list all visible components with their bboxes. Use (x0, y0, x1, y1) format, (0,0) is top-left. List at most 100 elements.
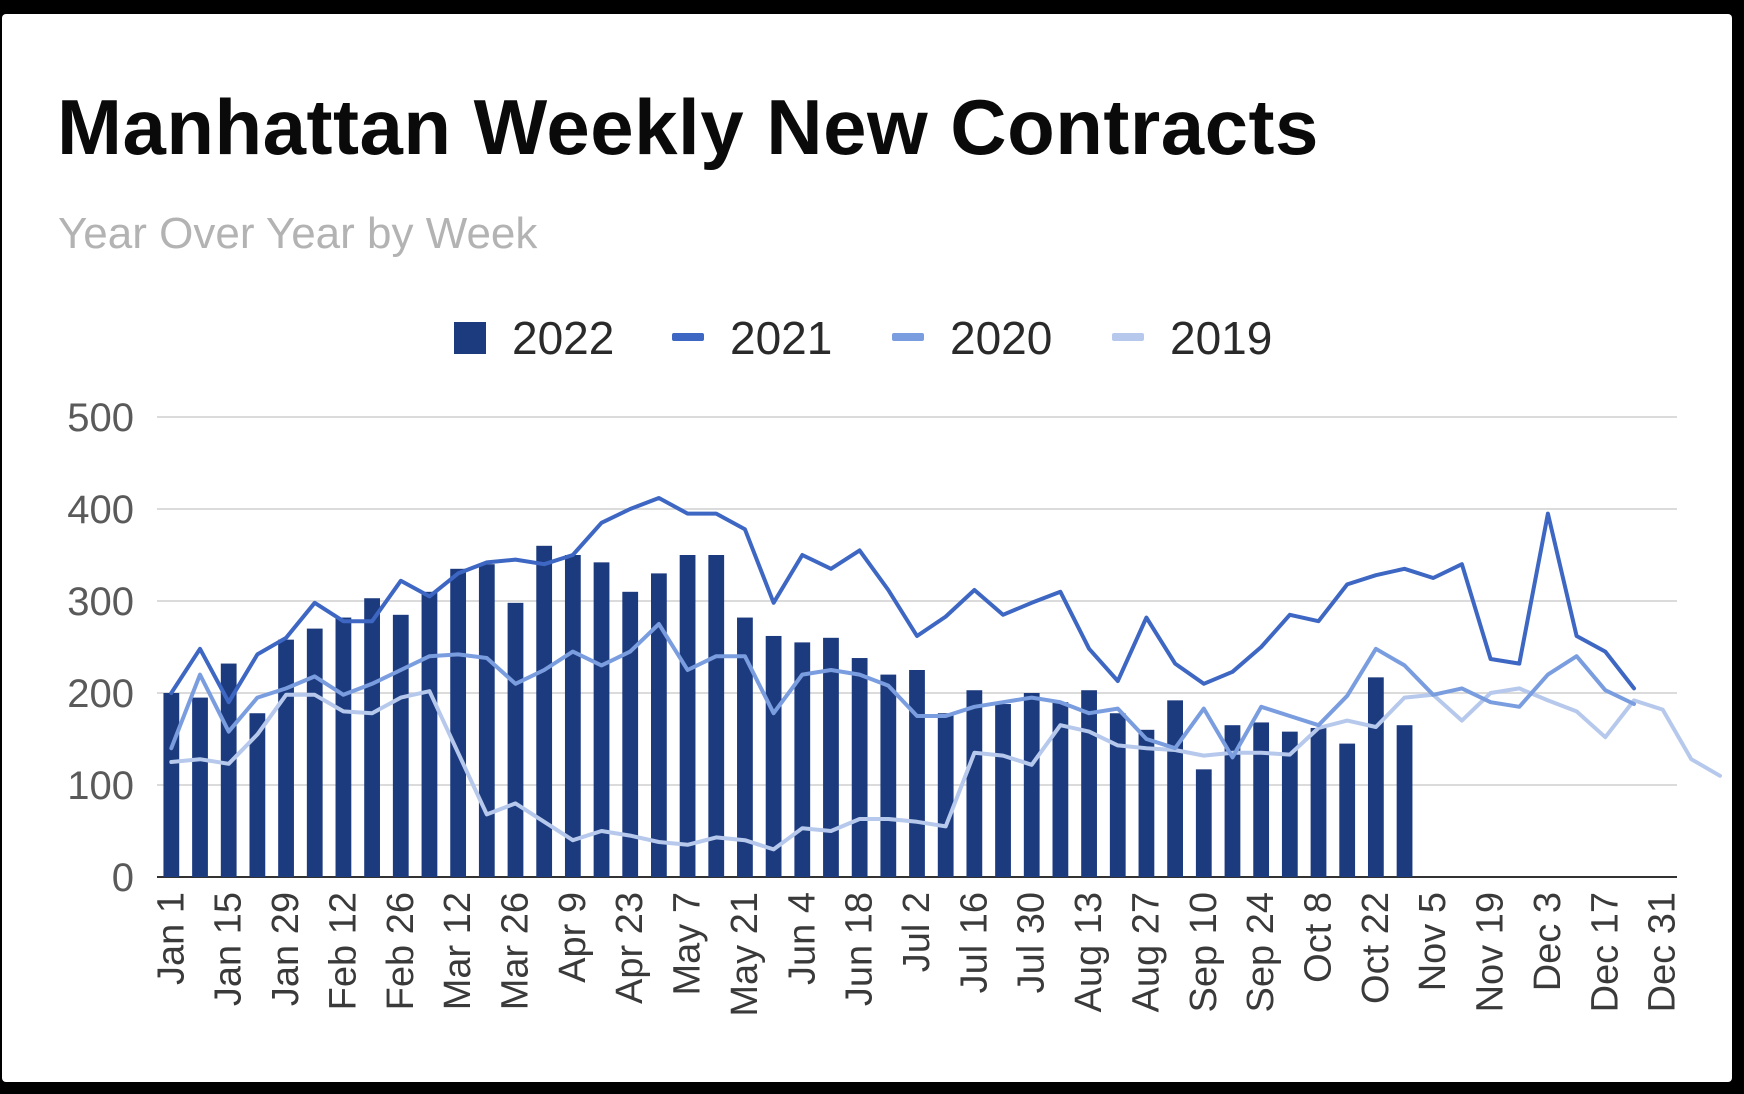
bar-2022-30 (1023, 693, 1040, 877)
bar-2022-12 (507, 602, 524, 877)
legend-swatch-bar (454, 322, 486, 354)
legend-item-2020: 2020 (892, 312, 1052, 364)
x-tick-label: Nov 19 (1470, 892, 1512, 1012)
legend-label: 2019 (1170, 312, 1272, 364)
legend-item-2021: 2021 (672, 312, 832, 364)
bar-2022-23 (823, 637, 839, 877)
legend-swatch-line (672, 333, 704, 341)
x-tick-label: Mar 26 (494, 892, 536, 1010)
bar-2022-43 (1396, 725, 1413, 877)
bar-2022-25 (880, 674, 897, 877)
y-axis: 0 100 200 300 400 500 (67, 396, 134, 900)
bar-2022-42 (1367, 677, 1384, 877)
bar-2022-20 (737, 617, 753, 877)
x-tick-label: Feb 26 (380, 892, 422, 1010)
legend-label: 2022 (512, 312, 614, 364)
y-tick-label: 300 (67, 580, 134, 624)
chart-card: Manhattan Weekly New Contracts Year Over… (2, 14, 1732, 1082)
x-tick-label: Dec 17 (1584, 892, 1626, 1012)
bar-2022-26 (909, 670, 925, 877)
x-tick-label: May 21 (724, 892, 766, 1017)
x-tick-label: Sep 24 (1240, 892, 1282, 1012)
x-tick-label: Jun 18 (839, 892, 881, 1006)
bar-2022-22 (794, 642, 811, 877)
bar-2022-15 (593, 562, 610, 877)
legend-swatch-line (1112, 333, 1144, 341)
legend-item-2019: 2019 (1112, 312, 1272, 364)
bar-2022-39 (1281, 731, 1298, 877)
x-tick-label: Sep 10 (1183, 892, 1225, 1012)
bar-2022-35 (1167, 700, 1183, 877)
bar-2022-18 (679, 555, 696, 877)
bar-2022-21 (765, 635, 782, 877)
bar-2022-32 (1081, 690, 1097, 877)
x-tick-label: Apr 9 (552, 892, 594, 983)
bar-2022-38 (1253, 722, 1270, 877)
line-2019 (169, 686, 1722, 852)
y-tick-label: 200 (67, 672, 134, 716)
x-tick-label: Jan 29 (265, 892, 307, 1006)
line-2021 (169, 496, 1636, 705)
bar-2022-8 (392, 614, 409, 877)
bar-2022-29 (995, 704, 1011, 877)
bar-2022-41 (1339, 743, 1356, 877)
x-tick-label: Jul 30 (1011, 892, 1053, 993)
bar-2022-5 (306, 628, 323, 877)
x-tick-label: Jun 4 (781, 892, 823, 985)
y-tick-label: 400 (67, 488, 134, 532)
x-tick-label: Oct 22 (1355, 892, 1397, 1004)
line-2020 (169, 622, 1636, 760)
chart-legend: 2022 2021 2020 2019 (454, 312, 1272, 364)
bar-2022-2 (220, 663, 237, 877)
x-tick-label: Jul 2 (896, 892, 938, 972)
bar-2022-7 (364, 598, 380, 877)
legend-label: 2021 (730, 312, 832, 364)
x-tick-label: Jul 16 (953, 892, 995, 993)
bar-2022-13 (536, 545, 553, 877)
legend-item-2022: 2022 (454, 312, 614, 364)
bar-2022-37 (1224, 725, 1241, 877)
bar-2022-27 (937, 713, 954, 877)
bar-2022-0 (163, 693, 180, 877)
bar-2022-10 (450, 568, 467, 877)
x-tick-label: May 7 (667, 892, 709, 995)
x-tick-label: Feb 12 (322, 892, 364, 1010)
x-tick-label: Dec 31 (1642, 892, 1684, 1012)
x-tick-label: Dec 3 (1527, 892, 1569, 991)
bar-series-2022 (163, 545, 1413, 877)
bar-2022-11 (478, 564, 495, 877)
chart-subtitle: Year Over Year by Week (58, 209, 538, 258)
bar-2022-40 (1310, 727, 1327, 877)
bar-2022-1 (192, 697, 208, 877)
chart-title: Manhattan Weekly New Contracts (57, 83, 1319, 171)
bar-2022-4 (278, 639, 294, 877)
legend-label: 2020 (950, 312, 1052, 364)
bar-2022-3 (249, 713, 266, 877)
x-tick-label: Apr 23 (609, 892, 651, 1004)
bar-2022-14 (564, 555, 581, 877)
bar-2022-19 (708, 555, 725, 877)
bar-2022-33 (1109, 713, 1126, 877)
bar-2022-16 (622, 591, 639, 877)
bar-2022-17 (651, 573, 667, 877)
x-tick-label: Aug 13 (1068, 892, 1110, 1012)
line-series (169, 496, 1722, 852)
x-tick-label: Jan 1 (150, 892, 192, 985)
y-tick-label: 100 (67, 764, 134, 808)
bar-2022-9 (421, 591, 438, 877)
x-tick-label: Jan 15 (208, 892, 250, 1006)
bar-2022-6 (335, 617, 352, 877)
y-tick-label: 500 (67, 396, 134, 440)
bar-2022-36 (1195, 769, 1212, 877)
bar-2022-34 (1138, 729, 1155, 877)
legend-swatch-line (892, 333, 924, 341)
x-tick-label: Mar 12 (437, 892, 479, 1010)
y-tick-label: 0 (112, 856, 134, 900)
x-tick-label: Aug 27 (1125, 892, 1167, 1012)
bar-2022-24 (851, 658, 868, 877)
x-axis: Jan 1 Jan 15 Jan 29 Feb 12 Feb 26 Mar 12 Mar 2… (150, 892, 1683, 1017)
x-tick-label: Nov 5 (1412, 892, 1454, 991)
x-tick-label: Oct 8 (1298, 892, 1340, 983)
bar-2022-31 (1052, 702, 1069, 877)
